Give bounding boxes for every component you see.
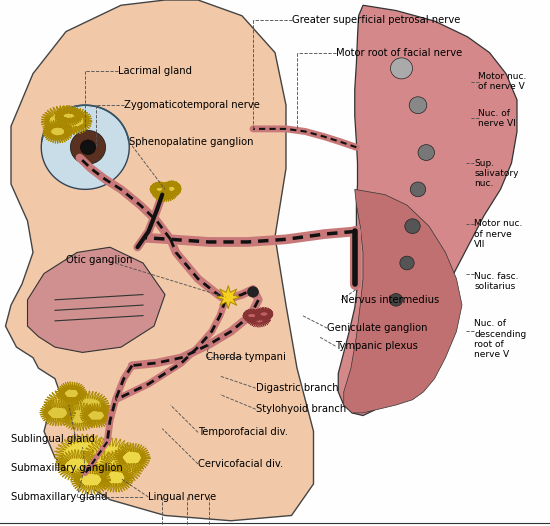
Polygon shape	[255, 307, 273, 321]
Polygon shape	[56, 450, 98, 481]
Polygon shape	[66, 391, 110, 421]
Text: Motor root of facial nerve: Motor root of facial nerve	[336, 47, 462, 58]
Circle shape	[405, 219, 420, 234]
Polygon shape	[82, 438, 138, 478]
Polygon shape	[80, 403, 113, 428]
Text: Motor nuc.
of nerve
VII: Motor nuc. of nerve VII	[474, 219, 522, 249]
Polygon shape	[243, 309, 261, 322]
Text: Nervus intermedius: Nervus intermedius	[341, 295, 439, 305]
Polygon shape	[344, 189, 462, 413]
Polygon shape	[6, 0, 313, 521]
Text: Submaxillary ganglion: Submaxillary ganglion	[11, 463, 123, 473]
Polygon shape	[40, 400, 76, 426]
Text: Sphenopalatine ganglion: Sphenopalatine ganglion	[129, 137, 254, 147]
Circle shape	[410, 182, 426, 197]
Polygon shape	[97, 463, 134, 492]
Text: Lingual nerve: Lingual nerve	[148, 492, 217, 502]
Text: Nuc. fasc.
solitarius: Nuc. fasc. solitarius	[474, 272, 519, 291]
Text: Greater superficial petrosal nerve: Greater superficial petrosal nerve	[292, 15, 460, 25]
Text: Otic ganglion: Otic ganglion	[66, 255, 133, 266]
Text: Submaxillary gland: Submaxillary gland	[11, 492, 107, 502]
Text: Cervicofacial div.: Cervicofacial div.	[198, 459, 283, 469]
Polygon shape	[54, 434, 117, 476]
Polygon shape	[56, 382, 87, 405]
Text: Tympanic plexus: Tympanic plexus	[336, 341, 419, 351]
Circle shape	[418, 145, 434, 160]
Circle shape	[248, 287, 258, 297]
Polygon shape	[246, 309, 271, 328]
Circle shape	[390, 58, 412, 79]
Polygon shape	[55, 105, 83, 126]
Text: Digastric branch: Digastric branch	[256, 383, 338, 393]
Polygon shape	[162, 180, 182, 197]
Text: Nuc. of
descending
root of
nerve V: Nuc. of descending root of nerve V	[474, 319, 526, 359]
Circle shape	[389, 294, 403, 306]
Polygon shape	[43, 119, 73, 144]
Polygon shape	[216, 286, 240, 309]
Polygon shape	[60, 402, 100, 431]
Text: Nuc. of
nerve VI: Nuc. of nerve VI	[478, 109, 516, 128]
Text: Geniculate ganglion: Geniculate ganglion	[327, 323, 428, 333]
Text: Lacrimal gland: Lacrimal gland	[118, 66, 192, 76]
Circle shape	[400, 256, 414, 270]
Text: Chorda tympani: Chorda tympani	[206, 351, 286, 362]
Polygon shape	[43, 388, 94, 422]
Circle shape	[70, 130, 106, 164]
Polygon shape	[113, 443, 151, 472]
Polygon shape	[73, 450, 125, 488]
Circle shape	[409, 97, 427, 114]
Polygon shape	[150, 181, 169, 197]
Polygon shape	[98, 450, 144, 484]
Text: Zygomaticotemporal nerve: Zygomaticotemporal nerve	[124, 100, 260, 110]
Polygon shape	[41, 105, 86, 137]
Circle shape	[41, 105, 129, 189]
Polygon shape	[28, 247, 165, 352]
Polygon shape	[152, 182, 178, 202]
Text: Sublingual gland: Sublingual gland	[11, 434, 95, 444]
Text: Temporofacial div.: Temporofacial div.	[198, 427, 288, 438]
Text: Stylohyoid branch: Stylohyoid branch	[256, 404, 346, 414]
Polygon shape	[57, 107, 92, 135]
Text: Motor nuc.
of nerve V: Motor nuc. of nerve V	[478, 72, 527, 91]
Polygon shape	[70, 465, 111, 494]
Circle shape	[80, 140, 96, 155]
Polygon shape	[338, 5, 517, 416]
Text: Sup.
salivatory
nuc.: Sup. salivatory nuc.	[474, 159, 519, 188]
